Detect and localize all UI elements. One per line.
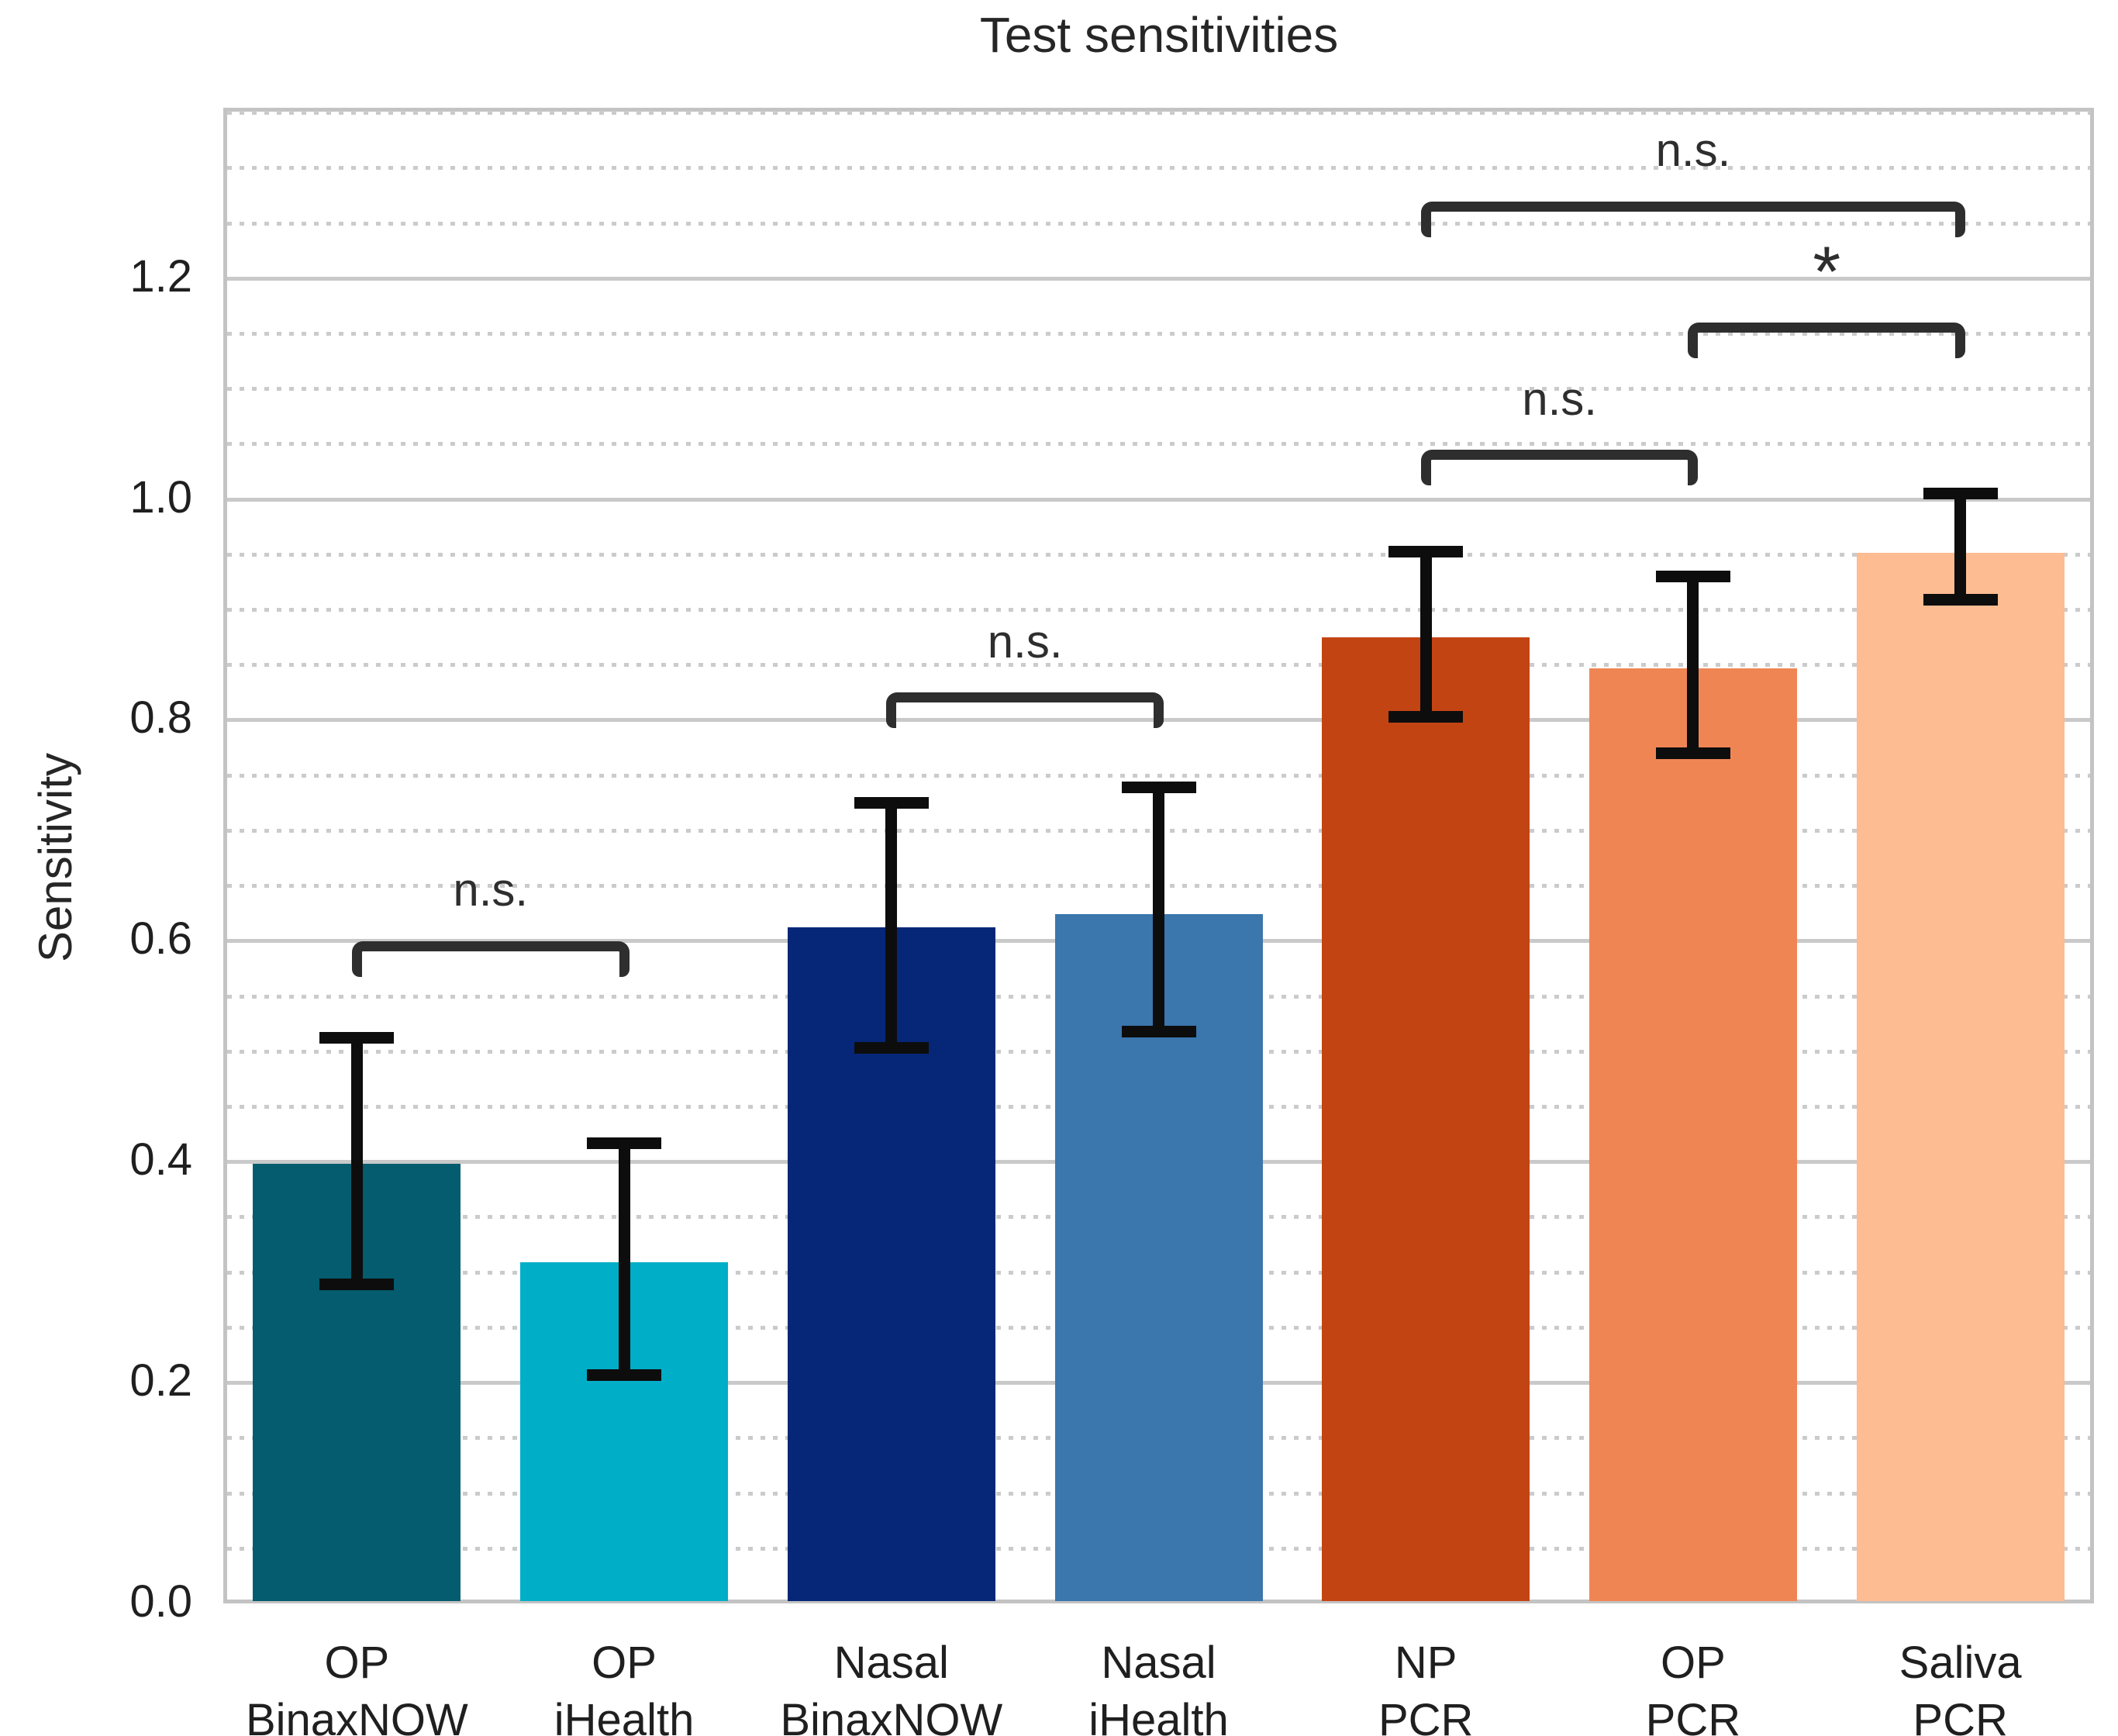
x-tick-label-np-pcr: NP PCR xyxy=(1378,1638,1474,1736)
error-bar-cap-bottom xyxy=(587,1368,662,1381)
minor-gridline xyxy=(227,331,2090,336)
error-bar-cap-top xyxy=(1923,487,1998,499)
x-tick-label-nasal-ihealth: Nasal iHealth xyxy=(1088,1638,1229,1736)
error-bar-line xyxy=(1153,787,1164,1032)
error-bar-cap-bottom xyxy=(319,1278,395,1290)
error-bar-cap-bottom xyxy=(854,1042,929,1054)
significance-ns-label: n.s. xyxy=(1522,372,1597,425)
y-tick-label: 1.2 xyxy=(129,250,192,302)
error-bar-cap-bottom xyxy=(1923,593,1998,606)
minor-gridline xyxy=(227,221,2090,226)
significance-bracket xyxy=(1420,201,1966,237)
y-tick-label: 0.0 xyxy=(129,1576,192,1627)
x-tick-label-saliva-pcr: Saliva PCR xyxy=(1899,1638,2022,1736)
major-gridline xyxy=(227,497,2090,502)
significance-bracket xyxy=(886,692,1164,729)
major-gridline xyxy=(227,276,2090,281)
y-tick-label: 0.2 xyxy=(129,1355,192,1406)
minor-gridline xyxy=(227,608,2090,613)
error-bar-line xyxy=(350,1037,363,1285)
error-bar-line xyxy=(618,1143,630,1375)
significance-bracket xyxy=(1688,323,1966,359)
minor-gridline xyxy=(227,442,2090,447)
error-bar-cap-top xyxy=(1388,546,1464,558)
error-bar-cap-bottom xyxy=(1388,710,1464,723)
y-tick-label: 0.6 xyxy=(129,913,192,965)
error-bar-cap-top xyxy=(1655,570,1730,582)
x-tick-label-op-pcr: OP PCR xyxy=(1645,1638,1741,1736)
minor-gridline xyxy=(227,166,2090,171)
error-bar-cap-bottom xyxy=(1121,1025,1196,1037)
error-bar-cap-top xyxy=(1121,781,1196,793)
significance-bracket xyxy=(1420,450,1699,486)
error-bar-cap-top xyxy=(319,1032,395,1044)
significance-bracket xyxy=(351,940,630,977)
x-tick-label-op-binaxnow: OP BinaxNOW xyxy=(245,1638,468,1736)
bar-op-pcr xyxy=(1588,668,1797,1601)
error-bar-line xyxy=(1954,493,1967,600)
significance-star: * xyxy=(1813,232,1841,312)
bar-saliva-pcr xyxy=(1856,553,2065,1601)
error-bar-cap-top xyxy=(587,1137,662,1149)
minor-gridline xyxy=(227,111,2090,116)
plot-frame xyxy=(223,108,2094,1603)
significance-ns-label: n.s. xyxy=(453,864,529,916)
error-bar-line xyxy=(1419,551,1432,717)
y-tick-label: 0.4 xyxy=(129,1134,192,1186)
error-bar-line xyxy=(885,802,898,1048)
minor-gridline xyxy=(227,663,2090,668)
error-bar-cap-top xyxy=(854,796,929,809)
error-bar-line xyxy=(1687,576,1699,754)
minor-gridline xyxy=(227,387,2090,392)
significance-ns-label: n.s. xyxy=(1655,124,1731,177)
chart-title: Test sensitivities xyxy=(979,7,1339,63)
significance-ns-label: n.s. xyxy=(987,615,1063,668)
x-tick-label-nasal-binaxnow: Nasal BinaxNOW xyxy=(780,1638,1003,1736)
minor-gridline xyxy=(227,552,2090,557)
minor-gridline xyxy=(227,773,2090,778)
bar-np-pcr xyxy=(1322,637,1530,1601)
error-bar-cap-bottom xyxy=(1655,747,1730,759)
y-tick-label: 0.8 xyxy=(129,692,192,744)
y-tick-label: 1.0 xyxy=(129,471,192,523)
x-tick-label-op-ihealth: OP iHealth xyxy=(554,1638,695,1736)
